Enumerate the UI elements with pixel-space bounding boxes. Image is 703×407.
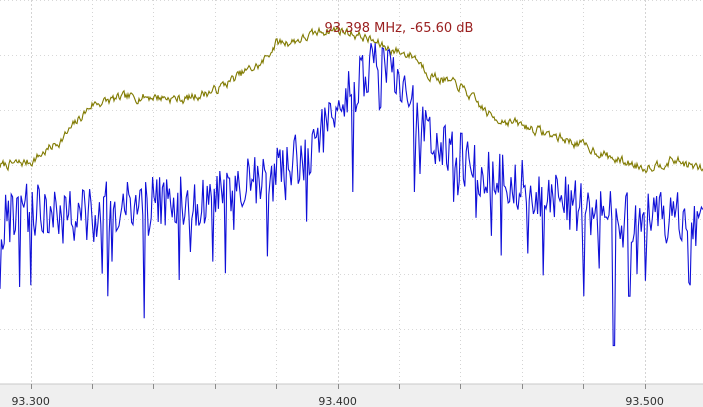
cursor-readout: 93.398 MHz, -65.60 dB — [325, 21, 474, 36]
grid — [0, 0, 703, 385]
series-group — [0, 25, 703, 347]
x-tick-label: 93.400 — [318, 395, 357, 407]
series-averaged-trace — [0, 25, 703, 174]
frequency-axis-bar[interactable] — [0, 384, 703, 407]
series-live-trace — [0, 43, 703, 347]
x-tick-label: 93.500 — [625, 395, 664, 407]
x-tick-label: 93.300 — [11, 395, 50, 407]
frequency-ticks: 93.300 93.400 93.500 — [11, 384, 664, 407]
